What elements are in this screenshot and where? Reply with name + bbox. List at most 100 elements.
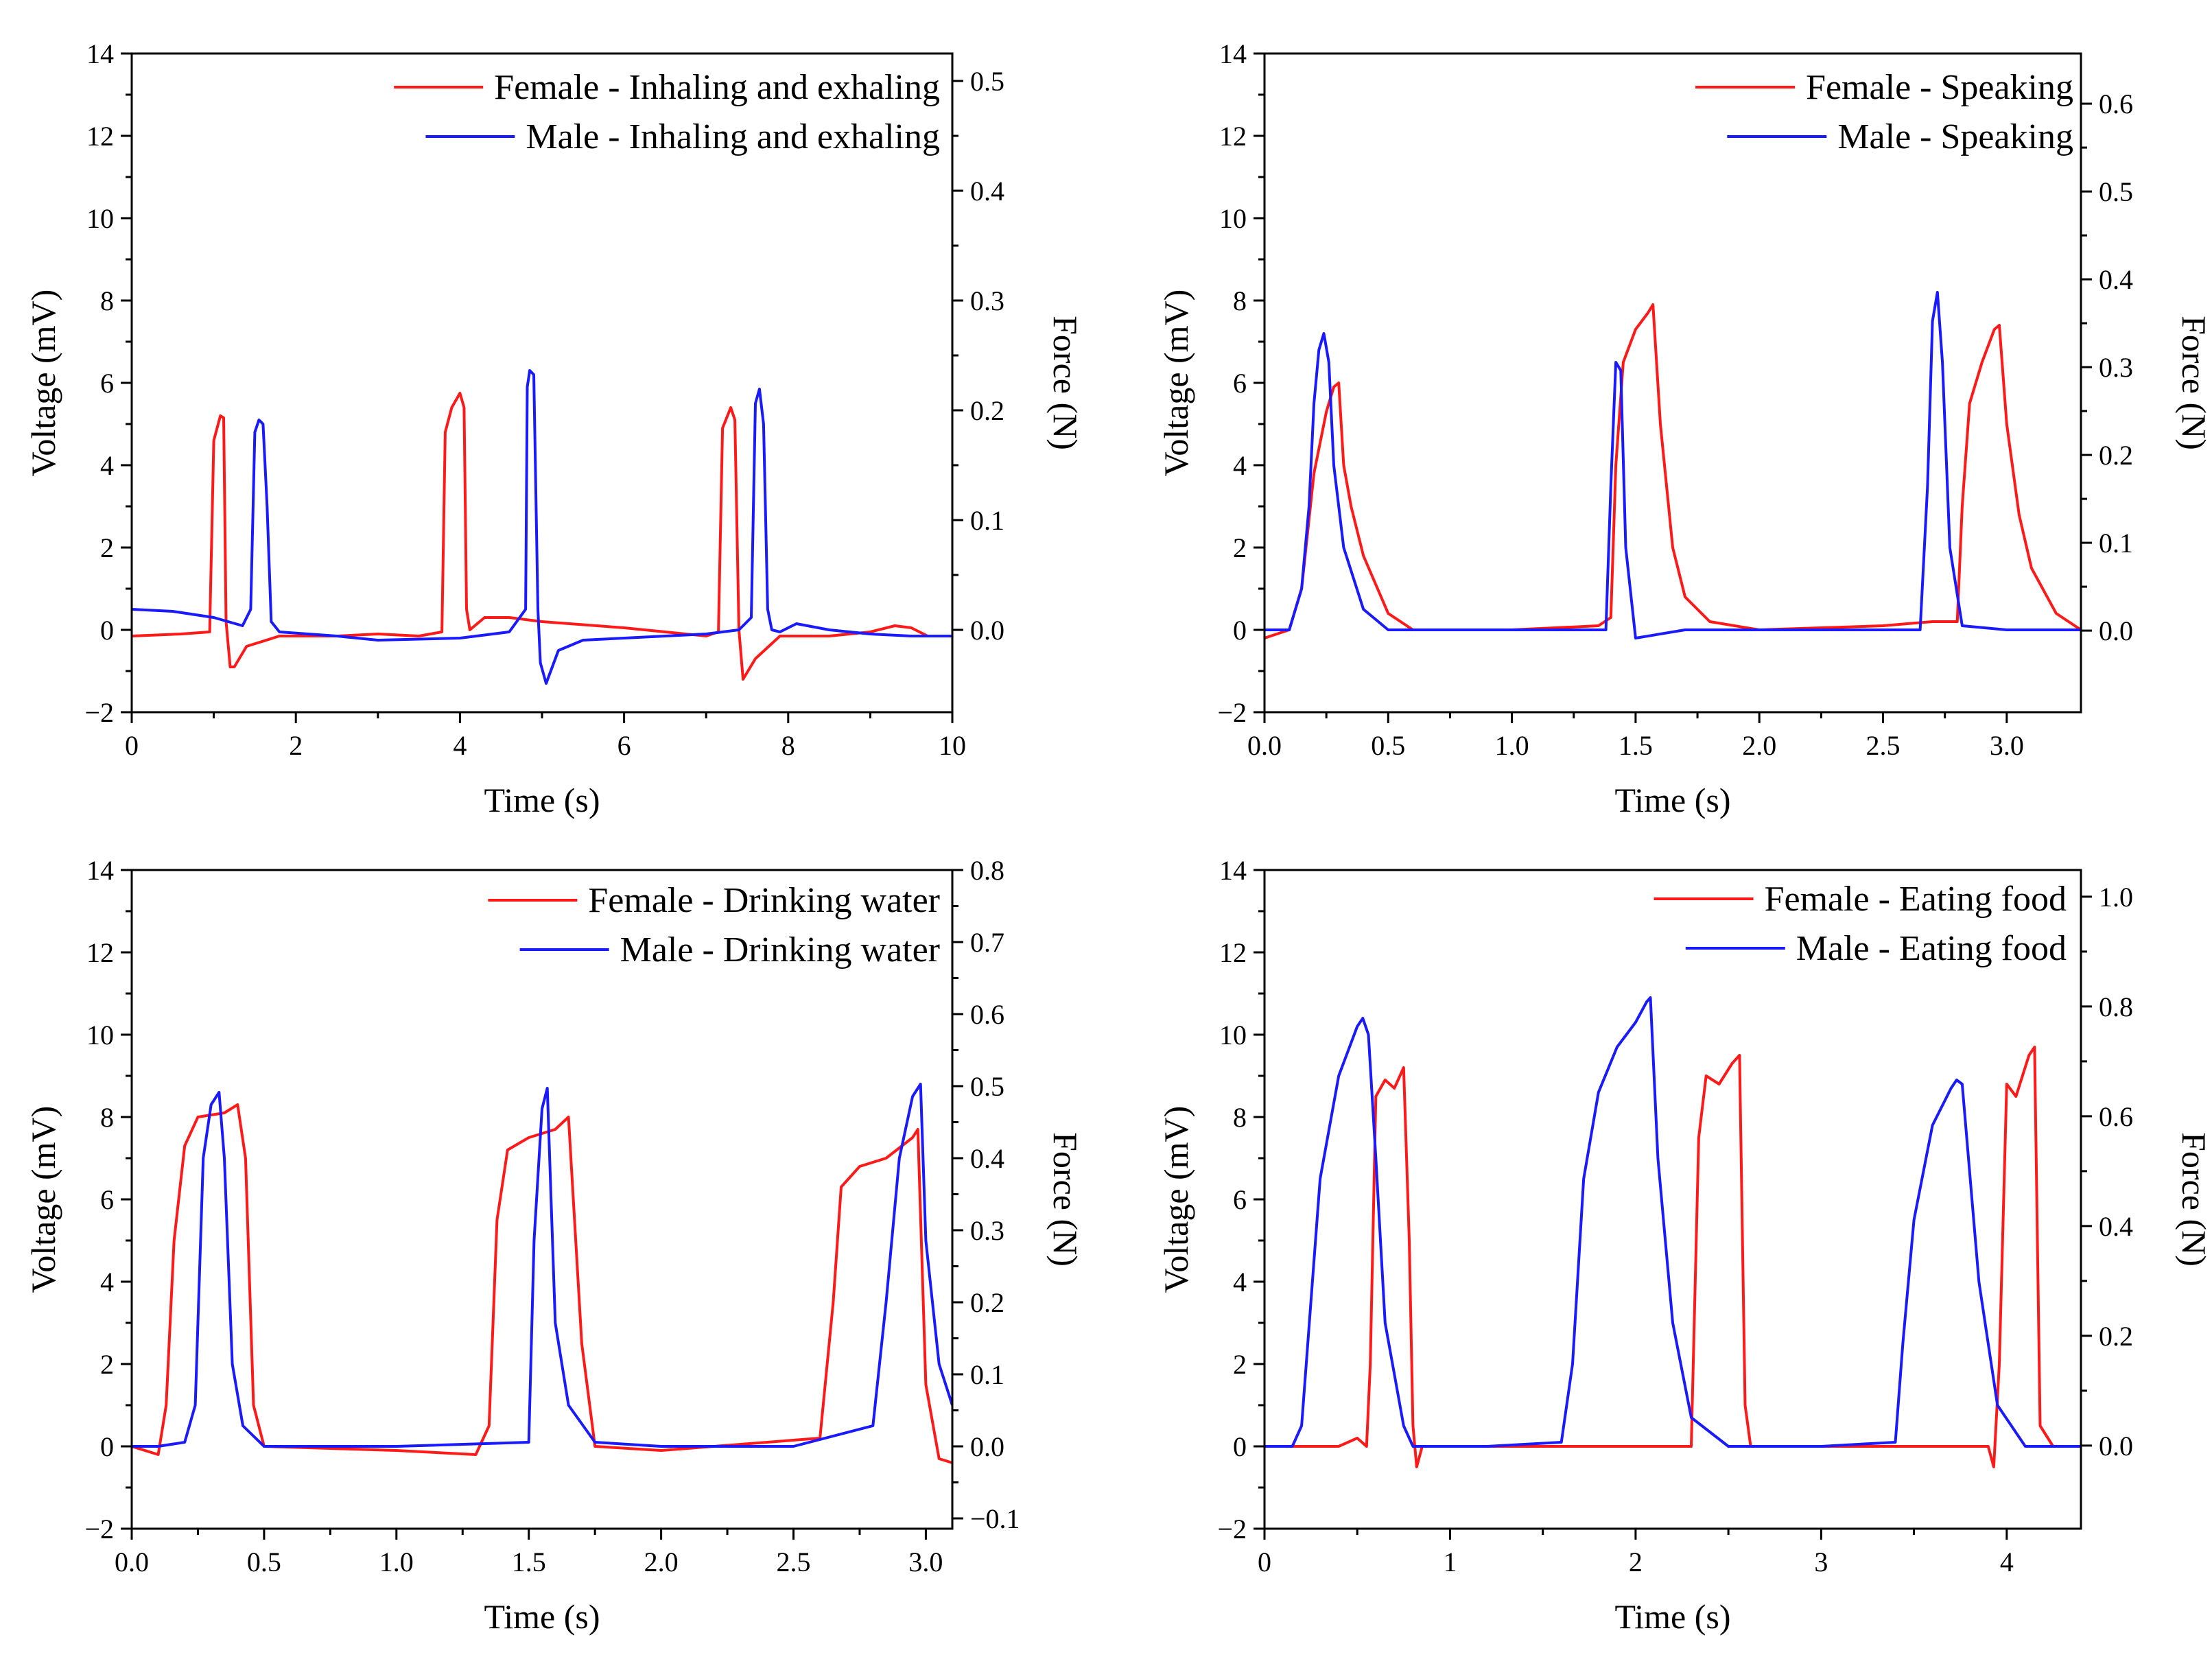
y2-tick-label: 0.8 (970, 855, 1004, 886)
y2-axis-label: Force (N) (2175, 316, 2212, 450)
y2-tick-label: 0.6 (970, 999, 1004, 1030)
y2-tick-label: 0.0 (970, 1431, 1004, 1462)
y2-tick-label: 0.2 (2099, 440, 2133, 471)
y-tick-label: 10 (1219, 203, 1247, 234)
series-line-female-eating (1264, 1046, 2081, 1468)
y-tick-label: 14 (86, 855, 114, 886)
x-tick-label: 2 (1629, 1547, 1643, 1577)
legend-label: Male - Speaking (1837, 117, 2073, 156)
x-tick-label: 2.5 (1866, 730, 1901, 761)
y2-tick-label: 0.0 (2099, 615, 2133, 646)
legend-label: Female - Inhaling and exhaling (494, 68, 940, 107)
x-tick-label: 0.0 (115, 1547, 149, 1577)
y-tick-label: 12 (86, 121, 114, 152)
y2-tick-label: 0.5 (970, 66, 1004, 97)
y-axis-label: Voltage (mV) (24, 290, 62, 477)
y2-tick-label: 0.0 (2099, 1431, 2133, 1461)
y2-tick-label: 0.4 (970, 176, 1004, 207)
x-axis-label: Time (s) (1614, 781, 1730, 819)
chart-panel-eating: 0 1 2 3 4−2024681012140.00.20.40.60.81.0Time… (1157, 855, 2212, 1636)
y-tick-label: 8 (1233, 1102, 1247, 1133)
y2-tick-label: 0.3 (2099, 352, 2133, 383)
y2-tick-label: 0.1 (970, 1359, 1004, 1390)
y-tick-label: 4 (100, 450, 114, 481)
y2-tick-label: 0.2 (2099, 1321, 2133, 1352)
chart-panel-inhaling: 0 2 4 6 8 10 −2 0 2 4 6 8 10 12 14 0.0 0.1 0.2 0.3 0.4 0.5 Ti… (24, 38, 1085, 819)
y2-axis-label: Force (N) (1046, 316, 1085, 450)
y-tick-label: 6 (100, 368, 114, 399)
x-tick-label: 1 (1443, 1547, 1457, 1577)
y2-tick-label: 0.1 (2099, 528, 2133, 559)
series-line-male-speaking (1264, 291, 2081, 639)
x-tick-label: 4 (453, 730, 467, 761)
x-tick-label: 0.5 (1371, 730, 1405, 761)
y-axis-label: Voltage (mV) (24, 1106, 62, 1293)
x-tick-label: 8 (781, 730, 795, 761)
y-tick-label: 12 (1219, 937, 1247, 968)
x-tick-label: 10 (939, 730, 966, 761)
y2-tick-label: 0.5 (2099, 176, 2133, 207)
y2-tick-label: 0.4 (970, 1143, 1004, 1174)
series-line-female-inhaling (132, 392, 952, 681)
x-tick-label: 0 (1258, 1547, 1271, 1577)
x-tick-label: 0.5 (247, 1547, 281, 1577)
y-tick-label: 12 (1219, 121, 1247, 152)
y-tick-label: 2 (100, 532, 114, 563)
y-tick-label: 0 (100, 615, 114, 646)
y2-tick-label: 0.4 (2099, 264, 2133, 295)
y-tick-label: 6 (1233, 1184, 1247, 1215)
x-tick-label: 1.5 (1619, 730, 1653, 761)
y2-axis-label: Force (N) (2175, 1132, 2212, 1267)
y-tick-label: 6 (100, 1184, 114, 1215)
y-tick-label: 4 (1233, 1267, 1247, 1297)
y-tick-label: 12 (86, 937, 114, 968)
x-tick-label: 0 (125, 730, 139, 761)
y2-tick-label: 0.7 (970, 927, 1004, 958)
y2-tick-label: 0.3 (970, 285, 1004, 316)
x-tick-label: 2.0 (1742, 730, 1776, 761)
x-tick-label: 0.0 (1247, 730, 1282, 761)
y2-tick-label: 0.4 (2099, 1211, 2133, 1242)
y-tick-label: 14 (1219, 38, 1247, 69)
chart-panel-drinking: 0.0 0.5 1.0 1.5 2.0 2.5 3.0 −2 0 2 4 6 8 10 12 14 −0.1 0.… (24, 855, 1085, 1636)
y-tick-label: −2 (1217, 697, 1247, 728)
y2-tick-label: 0.6 (2099, 89, 2133, 119)
x-tick-label: 3.0 (1990, 730, 2024, 761)
y2-tick-label: 1.0 (2099, 882, 2133, 913)
legend-label: Female - Drinking water (588, 881, 940, 920)
y-tick-label: 0 (1233, 1431, 1247, 1462)
y-tick-label: 14 (86, 38, 114, 69)
legend-label: Male - Eating food (1796, 929, 2067, 968)
legend-label: Female - Speaking (1806, 68, 2073, 107)
x-tick-label: 1.0 (1495, 730, 1529, 761)
series-line-male-inhaling (132, 369, 952, 685)
y2-tick-label: 0.3 (970, 1215, 1004, 1246)
x-axis-label: Time (s) (484, 781, 600, 819)
y2-tick-label: −0.1 (970, 1503, 1020, 1534)
legend-label: Male - Inhaling and exhaling (526, 117, 940, 156)
y-tick-label: 8 (100, 1102, 114, 1133)
y-tick-label: −2 (1217, 1514, 1247, 1544)
x-tick-label: 1.5 (512, 1547, 546, 1577)
plot-frame (1263, 869, 2082, 1530)
y2-tick-label: 0.1 (970, 505, 1004, 536)
chart-panel-speaking: 0.0 0.5 1.0 1.5 2.0 2.5 3.0 −2 0 2 4 6 8 10 12 14 0.0 0.1… (1157, 38, 2212, 819)
y-tick-label: 8 (100, 285, 114, 316)
y-tick-label: 2 (1233, 532, 1247, 563)
y-tick-label: 4 (100, 1267, 114, 1297)
y-tick-label: 0 (100, 1431, 114, 1462)
y-tick-label: 8 (1233, 285, 1247, 316)
y2-tick-label: 0.2 (970, 1287, 1004, 1318)
y-tick-label: −2 (84, 1514, 114, 1544)
y-axis-label: Voltage (mV) (1157, 290, 1195, 477)
x-tick-label: 4 (2000, 1547, 2014, 1577)
x-tick-label: 2 (289, 730, 303, 761)
y-axis-label: Voltage (mV) (1157, 1106, 1195, 1293)
y-tick-label: 14 (1219, 855, 1247, 886)
series-line-male-eating (1264, 996, 2081, 1448)
series-line-female-drinking (132, 1103, 952, 1464)
series-line-female-speaking (1264, 303, 2081, 639)
y-tick-label: 10 (86, 1020, 114, 1050)
x-tick-label: 3.0 (908, 1547, 943, 1577)
